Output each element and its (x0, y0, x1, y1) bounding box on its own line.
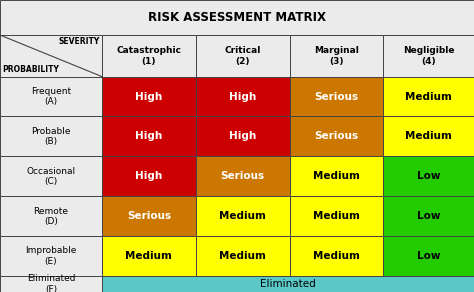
Bar (196, 35, 290, 77)
Text: Marginal
(3): Marginal (3) (314, 46, 359, 65)
Text: High: High (135, 171, 163, 181)
Text: Serious: Serious (220, 171, 265, 181)
Bar (0, 0, 474, 35)
Bar (102, 157, 196, 196)
Text: Remote
(D): Remote (D) (34, 206, 68, 226)
Bar (102, 276, 474, 292)
Bar (383, 77, 474, 117)
Bar (0, 117, 102, 157)
Bar (290, 77, 383, 117)
Text: Medium: Medium (126, 251, 172, 261)
Text: Low: Low (417, 251, 440, 261)
Text: PROBABILITY: PROBABILITY (2, 65, 59, 74)
Bar (0, 196, 102, 236)
Text: Medium: Medium (405, 91, 452, 102)
Bar (383, 196, 474, 236)
Bar (290, 236, 383, 276)
Text: Serious: Serious (127, 211, 171, 221)
Bar (0, 157, 102, 196)
Text: Medium: Medium (219, 251, 266, 261)
Bar (0, 35, 102, 77)
Text: Low: Low (417, 171, 440, 181)
Bar (0, 77, 102, 117)
Bar (196, 77, 290, 117)
Text: High: High (135, 131, 163, 141)
Text: Negligible
(4): Negligible (4) (403, 46, 455, 65)
Bar (102, 35, 196, 77)
Text: Medium: Medium (313, 251, 360, 261)
Bar (290, 117, 383, 157)
Text: RISK ASSESSMENT MATRIX: RISK ASSESSMENT MATRIX (148, 11, 326, 24)
Bar (102, 236, 196, 276)
Text: Improbable
(E): Improbable (E) (25, 246, 77, 266)
Bar (290, 35, 383, 77)
Text: Medium: Medium (405, 131, 452, 141)
Text: Medium: Medium (313, 211, 360, 221)
Text: Serious: Serious (314, 91, 359, 102)
Text: Serious: Serious (314, 131, 359, 141)
Text: Medium: Medium (313, 171, 360, 181)
Text: Eliminated
(F): Eliminated (F) (27, 274, 75, 292)
Text: Catastrophic
(1): Catastrophic (1) (116, 46, 182, 65)
Bar (196, 117, 290, 157)
Text: High: High (229, 131, 256, 141)
Text: High: High (135, 91, 163, 102)
Bar (290, 157, 383, 196)
Bar (290, 196, 383, 236)
Bar (383, 157, 474, 196)
Text: Frequent
(A): Frequent (A) (31, 87, 71, 106)
Bar (196, 157, 290, 196)
Text: Probable
(B): Probable (B) (31, 127, 71, 146)
Bar (383, 117, 474, 157)
Bar (196, 196, 290, 236)
Bar (102, 77, 196, 117)
Text: Occasional
(C): Occasional (C) (27, 167, 75, 186)
Bar (196, 236, 290, 276)
Text: Low: Low (417, 211, 440, 221)
Text: Eliminated: Eliminated (260, 279, 316, 289)
Bar (102, 196, 196, 236)
Text: Medium: Medium (219, 211, 266, 221)
Text: SEVERITY: SEVERITY (58, 37, 100, 46)
Bar (0, 276, 102, 292)
Text: Critical
(2): Critical (2) (225, 46, 261, 65)
Bar (102, 117, 196, 157)
Bar (383, 236, 474, 276)
Text: High: High (229, 91, 256, 102)
Bar (383, 35, 474, 77)
Bar (0, 236, 102, 276)
